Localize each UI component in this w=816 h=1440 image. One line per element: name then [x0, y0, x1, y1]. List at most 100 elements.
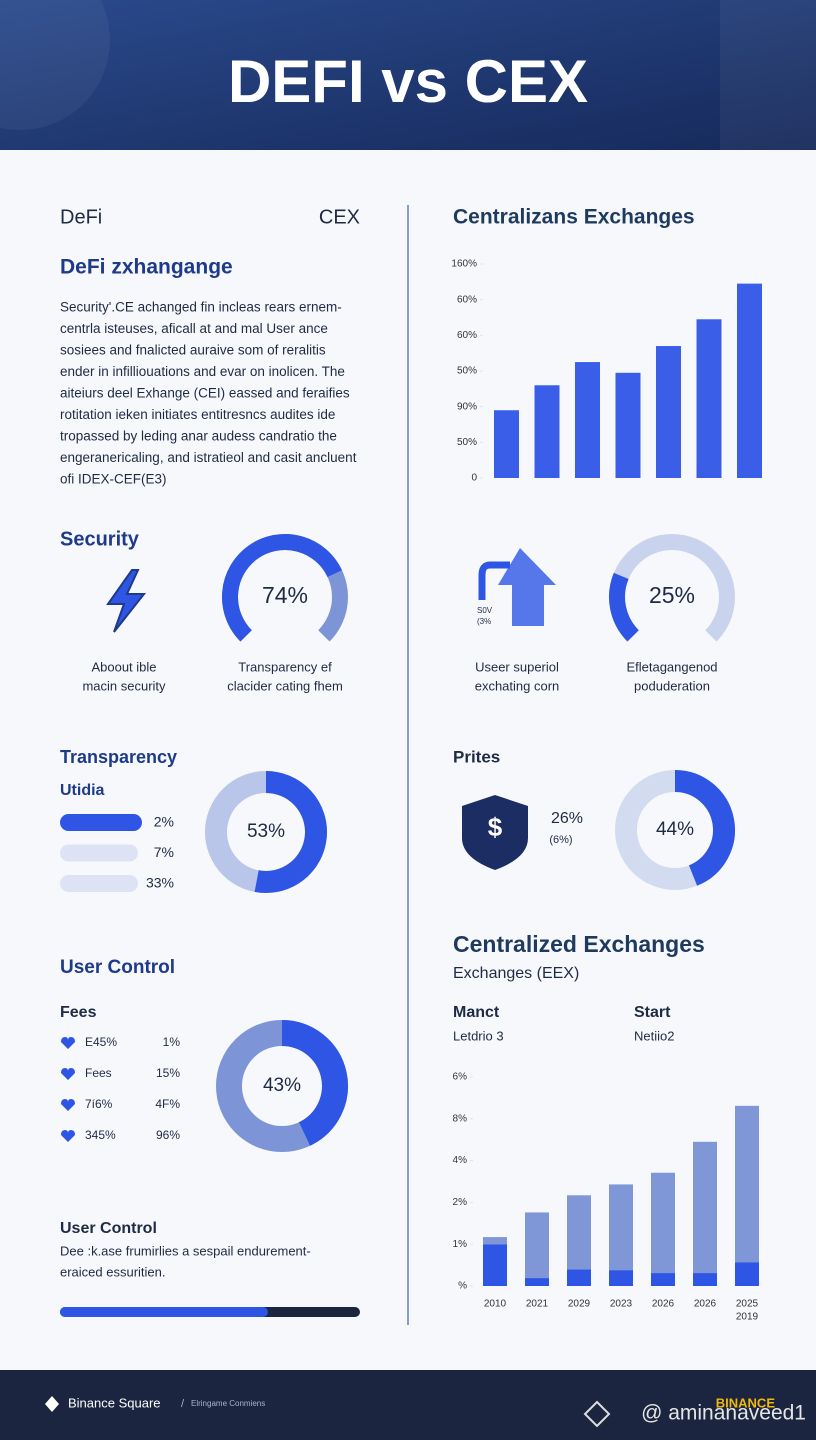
section-title: Prites	[453, 747, 500, 766]
bar	[575, 362, 600, 478]
y-tick-label: 6%	[453, 1072, 468, 1083]
y-tick-label: 160%	[451, 259, 477, 270]
x-tick-label: 2010	[484, 1299, 507, 1310]
y-tick-label: 2%	[453, 1197, 468, 1208]
bar	[737, 283, 762, 478]
title: DEFI vs CEX	[228, 48, 588, 115]
bar-segment	[483, 1244, 507, 1286]
donut-label: 44%	[656, 819, 694, 840]
y-tick-label: 60%	[457, 330, 477, 341]
shield-icon	[462, 795, 528, 870]
y-tick-label: 50%	[457, 437, 477, 448]
bar	[656, 346, 681, 478]
footer-tagline: Elringame Conmiens	[191, 1399, 265, 1408]
fee-label: Fees	[85, 1066, 112, 1080]
gauge-value	[222, 534, 342, 642]
fee-value: 4F%	[155, 1097, 180, 1111]
fee-label: 7í6%	[85, 1097, 113, 1111]
handle: @ aminanaveed1	[641, 1402, 806, 1425]
progress-label: 7%	[154, 844, 174, 860]
stat-note: (6%)	[549, 834, 572, 846]
fee-label: 345%	[85, 1128, 116, 1142]
bar	[494, 410, 519, 478]
subtitle: Utidia	[60, 782, 105, 799]
column-title: Manct	[453, 1004, 500, 1021]
bar-segment	[567, 1195, 591, 1270]
bar-segment	[609, 1184, 633, 1271]
bar-segment	[525, 1212, 549, 1279]
paragraph-line: sosiees and fnalicted auraive som of rer…	[60, 343, 326, 358]
paragraph-line: rotitation ieken initiates entitresncs a…	[60, 407, 335, 422]
footer-logo: BINANCE	[716, 1395, 776, 1410]
bar-segment	[735, 1262, 759, 1286]
paragraph-line: tropassed by leding anar audess candrati…	[60, 429, 337, 444]
progress-pill	[60, 844, 138, 862]
y-tick-label: 60%	[457, 294, 477, 305]
y-tick-label: 90%	[457, 401, 477, 412]
icon-label: S0V	[477, 606, 493, 615]
footer-separator: /	[181, 1398, 185, 1410]
caption: macin security	[82, 678, 166, 693]
y-tick-label: 8%	[453, 1113, 468, 1124]
section-title: User Control	[60, 957, 175, 978]
caption: exchating corn	[475, 678, 560, 693]
bar-segment	[693, 1141, 717, 1274]
x-tick-label: 2021	[526, 1299, 549, 1310]
progress-label: 33%	[146, 875, 174, 891]
paragraph-line: aiteiurs deel Exhange (CEI) eassed and f…	[60, 386, 350, 401]
bar-segment	[651, 1273, 675, 1286]
progress-label: 2%	[154, 814, 174, 830]
arrow-icon	[478, 561, 510, 600]
fee-value: 96%	[156, 1128, 180, 1142]
y-tick-label: 50%	[457, 366, 477, 377]
gauge-value	[609, 572, 640, 642]
header-decor	[720, 0, 816, 150]
headline: Centralized Exchanges	[453, 931, 705, 957]
subheadline: Exchanges (EEX)	[453, 965, 579, 982]
heart-icon	[61, 1099, 75, 1111]
heart-icon	[61, 1130, 75, 1142]
bar-segment	[651, 1172, 675, 1274]
header-band	[0, 0, 816, 150]
x-tick-label: 2026	[652, 1299, 675, 1310]
bar-segment	[483, 1237, 507, 1245]
progress-fill	[60, 1307, 268, 1317]
caption: Aboout ible	[91, 659, 156, 674]
heart-icon	[61, 1068, 75, 1080]
footer-logo-icon	[45, 1396, 59, 1412]
section-title: DeFi zxhangange	[60, 256, 233, 279]
donut-value	[254, 771, 327, 893]
x-tick-label: 2029	[568, 1299, 591, 1310]
section-title: Security	[60, 528, 140, 550]
donut-value	[281, 1020, 348, 1146]
y-tick-label: 1%	[453, 1239, 468, 1250]
donut-value	[674, 770, 735, 886]
tab: DeFi	[60, 206, 102, 228]
caption: Useer superiol	[475, 659, 559, 674]
paragraph-line: ender in infilliouations and evar on ino…	[60, 364, 345, 379]
progress-pill	[60, 875, 138, 892]
shield-symbol: $	[488, 812, 503, 842]
x-tick-label: 2025	[736, 1299, 759, 1310]
subtitle: Fees	[60, 1004, 97, 1021]
bar-segment	[525, 1278, 549, 1286]
caption: clacider cating fhem	[227, 678, 343, 693]
gauge-label: 74%	[262, 582, 308, 608]
arrow-icon	[498, 548, 556, 626]
paragraph-line: engeranericaling, and istratieol and cas…	[60, 450, 357, 465]
stat-value: 26%	[551, 810, 583, 827]
x-tick-label: 2023	[610, 1299, 633, 1310]
lightning-icon	[106, 569, 147, 633]
icon-label: (3%	[477, 617, 491, 626]
y-tick-label: 0	[471, 473, 477, 484]
fee-label: E45%	[85, 1035, 117, 1049]
bar-segment	[693, 1273, 717, 1286]
fee-value: 1%	[163, 1035, 181, 1049]
bar	[696, 319, 722, 478]
paragraph-line: Dee :k.ase frumirlies a sespail endureme…	[60, 1243, 311, 1258]
caption: Efletagangenod	[626, 659, 717, 674]
paragraph-line: centrla isteuses, aficall at and mal Use…	[60, 321, 328, 336]
column-text: Netiio2	[634, 1028, 674, 1043]
